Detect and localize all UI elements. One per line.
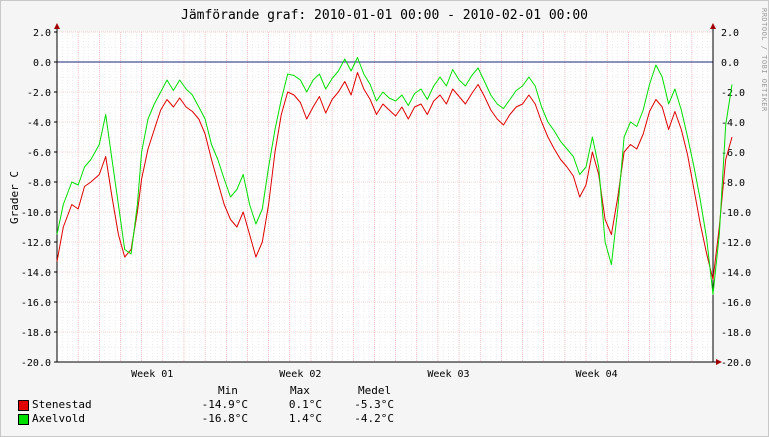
legend-max: 0.1°C [288,398,322,411]
y-tick-label-right: -12.0 [721,238,751,249]
y-tick-label: 2.0 [33,28,51,39]
chart-title: Jämförande graf: 2010-01-01 00:00 - 2010… [181,8,588,23]
y-ticks-left: 2.0 0.0 -2.0 -4.0 -6.0 -8.0 -10.0 -12.0 -14.0 -16… [21,28,57,369]
y-tick-label: -18.0 [21,328,51,339]
y-tick-label-right: -4.0 [721,118,745,129]
watermark: RRDTOOL / TOBI OETIKER [760,8,768,112]
y-tick-label: -2.0 [27,88,51,99]
y-axis-arrow [54,23,60,29]
y-tick-label: -16.0 [21,298,51,309]
legend-min: -16.8°C [201,412,248,425]
legend-avg: -4.2°C [354,412,394,425]
series-line-axelvold [56,57,733,295]
y-tick-label-right: -20.0 [721,358,751,369]
y-tick-label: -8.0 [27,178,51,189]
y-tick-label-right: -8.0 [721,178,745,189]
y-ticks-right: 2.0 0.0 -2.0 -4.0 -6.0 -8.0 -10.0 -12.0 -14.0 -16… [721,28,751,369]
y-tick-label-right: -14.0 [721,268,751,279]
y-tick-label: 0.0 [33,58,51,69]
y-tick-label-right: -2.0 [721,88,745,99]
legend-avg: -5.3°C [354,398,394,411]
legend-name: Stenestad [32,398,92,411]
y-tick-label-right: 2.0 [721,28,739,39]
axes [54,23,722,365]
legend-max: 1.4°C [288,412,322,425]
y-tick-label: -14.0 [21,268,51,279]
x-tick-label: Week 03 [427,369,469,380]
legend-header-max: Max [290,384,310,397]
y-tick-label: -4.0 [27,118,51,129]
legend-header-avg: Medel [358,384,392,397]
legend-swatch-axelvold [18,414,29,425]
y-tick-label-right: -10.0 [721,208,751,219]
y-tick-label: -10.0 [21,208,51,219]
x-axis-arrow [716,359,722,365]
x-tick-label: Week 04 [576,369,618,380]
y-tick-label: -6.0 [27,148,51,159]
y-tick-label-right: -6.0 [721,148,745,159]
y-tick-label: -12.0 [21,238,51,249]
y-tick-label: -20.0 [21,358,51,369]
x-ticks: Week 01 Week 02 Week 03 Week 04 [131,369,618,380]
x-tick-label: Week 01 [131,369,173,380]
x-tick-label: Week 02 [279,369,321,380]
y-tick-label-right: -16.0 [721,298,751,309]
y-axis-arrow-right [710,23,716,29]
legend-min: -14.9°C [201,398,248,411]
y-tick-label-right: -18.0 [721,328,751,339]
grid [56,31,714,363]
legend-swatch-stenestad [18,400,29,411]
legend-header-min: Min [218,384,238,397]
y-tick-label-right: 0.0 [721,58,739,69]
series-lines [56,57,733,295]
legend-name: Axelvold [32,412,85,425]
